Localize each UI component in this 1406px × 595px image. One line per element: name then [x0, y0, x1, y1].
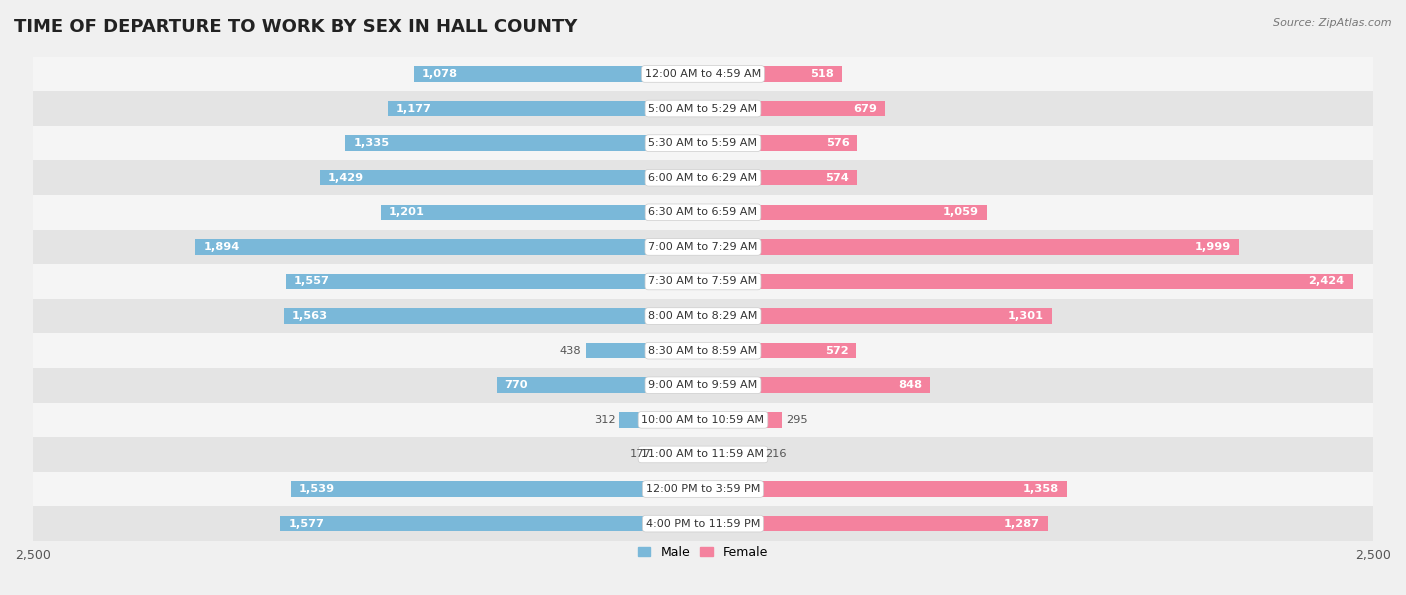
Text: 1,557: 1,557	[294, 277, 329, 286]
Text: 12:00 AM to 4:59 AM: 12:00 AM to 4:59 AM	[645, 69, 761, 79]
Text: 4:00 PM to 11:59 PM: 4:00 PM to 11:59 PM	[645, 519, 761, 528]
Text: 1,287: 1,287	[1004, 519, 1040, 528]
Bar	[703, 377, 931, 393]
Bar	[32, 506, 1374, 541]
Bar	[703, 101, 884, 116]
Bar	[703, 239, 1239, 255]
Bar	[703, 516, 1047, 531]
Text: TIME OF DEPARTURE TO WORK BY SEX IN HALL COUNTY: TIME OF DEPARTURE TO WORK BY SEX IN HALL…	[14, 18, 578, 36]
Bar	[703, 66, 842, 82]
Text: 1,429: 1,429	[328, 173, 364, 183]
Bar	[388, 101, 703, 116]
Text: 6:30 AM to 6:59 AM: 6:30 AM to 6:59 AM	[648, 207, 758, 217]
Legend: Male, Female: Male, Female	[633, 541, 773, 563]
Bar	[32, 161, 1374, 195]
Bar	[280, 516, 703, 531]
Bar	[32, 230, 1374, 264]
Text: 295: 295	[786, 415, 807, 425]
Bar	[32, 299, 1374, 333]
Text: 8:00 AM to 8:29 AM: 8:00 AM to 8:29 AM	[648, 311, 758, 321]
Bar	[32, 472, 1374, 506]
Bar	[703, 170, 856, 186]
Text: 679: 679	[853, 104, 877, 114]
Bar	[703, 343, 856, 358]
Text: 1,059: 1,059	[943, 207, 979, 217]
Bar	[32, 126, 1374, 161]
Text: 312: 312	[593, 415, 616, 425]
Text: 574: 574	[825, 173, 849, 183]
Text: 518: 518	[810, 69, 834, 79]
Text: 11:00 AM to 11:59 AM: 11:00 AM to 11:59 AM	[641, 449, 765, 459]
Bar	[32, 91, 1374, 126]
Text: 5:00 AM to 5:29 AM: 5:00 AM to 5:29 AM	[648, 104, 758, 114]
Bar	[381, 205, 703, 220]
Bar	[32, 195, 1374, 230]
Text: 770: 770	[505, 380, 529, 390]
Text: 6:00 AM to 6:29 AM: 6:00 AM to 6:29 AM	[648, 173, 758, 183]
Text: 7:00 AM to 7:29 AM: 7:00 AM to 7:29 AM	[648, 242, 758, 252]
Text: 1,563: 1,563	[292, 311, 328, 321]
Text: 1,177: 1,177	[395, 104, 432, 114]
Bar	[284, 308, 703, 324]
Bar	[32, 57, 1374, 91]
Text: 7:30 AM to 7:59 AM: 7:30 AM to 7:59 AM	[648, 277, 758, 286]
Bar	[32, 333, 1374, 368]
Text: 576: 576	[825, 138, 849, 148]
Bar	[32, 437, 1374, 472]
Bar	[703, 481, 1067, 497]
Text: 1,894: 1,894	[204, 242, 239, 252]
Bar	[703, 274, 1353, 289]
Bar	[346, 135, 703, 151]
Bar	[703, 447, 761, 462]
Text: 5:30 AM to 5:59 AM: 5:30 AM to 5:59 AM	[648, 138, 758, 148]
Text: 848: 848	[898, 380, 922, 390]
Bar	[32, 368, 1374, 403]
Text: 1,201: 1,201	[389, 207, 425, 217]
Text: 1,078: 1,078	[422, 69, 458, 79]
Text: 438: 438	[560, 346, 582, 356]
Bar	[703, 135, 858, 151]
Text: 1,301: 1,301	[1008, 311, 1043, 321]
Bar	[32, 264, 1374, 299]
Bar	[321, 170, 703, 186]
Text: 1,577: 1,577	[288, 519, 325, 528]
Text: 12:00 PM to 3:59 PM: 12:00 PM to 3:59 PM	[645, 484, 761, 494]
Bar	[703, 308, 1052, 324]
Bar	[195, 239, 703, 255]
Text: 9:00 AM to 9:59 AM: 9:00 AM to 9:59 AM	[648, 380, 758, 390]
Text: 1,999: 1,999	[1195, 242, 1230, 252]
Bar	[586, 343, 703, 358]
Text: Source: ZipAtlas.com: Source: ZipAtlas.com	[1274, 18, 1392, 28]
Bar	[285, 274, 703, 289]
Text: 1,358: 1,358	[1022, 484, 1059, 494]
Text: 10:00 AM to 10:59 AM: 10:00 AM to 10:59 AM	[641, 415, 765, 425]
Text: 1,539: 1,539	[298, 484, 335, 494]
Bar	[703, 412, 782, 428]
Text: 8:30 AM to 8:59 AM: 8:30 AM to 8:59 AM	[648, 346, 758, 356]
Text: 216: 216	[765, 449, 786, 459]
Bar	[415, 66, 703, 82]
Bar	[655, 447, 703, 462]
Text: 2,424: 2,424	[1309, 277, 1344, 286]
Text: 572: 572	[825, 346, 848, 356]
Bar	[496, 377, 703, 393]
Bar	[620, 412, 703, 428]
Bar	[703, 205, 987, 220]
Bar	[32, 403, 1374, 437]
Text: 177: 177	[630, 449, 651, 459]
Text: 1,335: 1,335	[353, 138, 389, 148]
Bar	[291, 481, 703, 497]
